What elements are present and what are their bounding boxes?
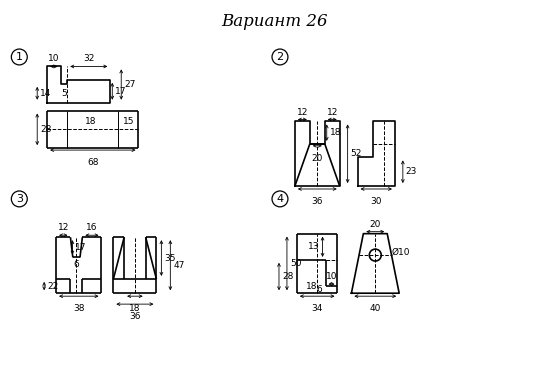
Text: 20: 20 <box>312 154 323 163</box>
Text: 2: 2 <box>277 52 284 62</box>
Text: 18: 18 <box>85 117 97 126</box>
Text: 28: 28 <box>282 272 293 281</box>
Text: 6: 6 <box>317 285 322 294</box>
Text: 36: 36 <box>311 197 323 206</box>
Text: 34: 34 <box>311 304 323 313</box>
Text: 52: 52 <box>350 149 362 158</box>
Text: 5: 5 <box>61 89 67 98</box>
Text: Вариант 26: Вариант 26 <box>222 13 328 30</box>
Text: 23: 23 <box>406 167 417 176</box>
Text: 22: 22 <box>47 282 58 291</box>
Text: 18: 18 <box>329 128 341 137</box>
Text: 32: 32 <box>83 55 95 64</box>
Text: 13: 13 <box>308 242 320 251</box>
Text: 15: 15 <box>123 117 134 126</box>
Text: 18: 18 <box>305 282 317 291</box>
Text: 20: 20 <box>370 220 381 229</box>
Text: 38: 38 <box>73 304 85 313</box>
Text: 68: 68 <box>87 158 98 167</box>
Text: Ø10: Ø10 <box>391 248 410 257</box>
Text: 6: 6 <box>74 260 79 269</box>
Text: 3: 3 <box>16 194 23 204</box>
Text: 28: 28 <box>40 125 52 134</box>
Text: 30: 30 <box>371 197 382 206</box>
Text: 12: 12 <box>58 223 69 232</box>
Text: 36: 36 <box>129 312 141 321</box>
Text: 14: 14 <box>40 89 52 98</box>
Text: 1: 1 <box>16 52 23 62</box>
Text: 47: 47 <box>173 261 185 270</box>
Text: 12: 12 <box>327 108 338 117</box>
Text: 10: 10 <box>326 272 337 281</box>
Text: 4: 4 <box>277 194 284 204</box>
Text: 16: 16 <box>86 223 98 232</box>
Text: 18: 18 <box>129 304 141 313</box>
Text: 17: 17 <box>75 243 87 252</box>
Text: 40: 40 <box>370 304 381 313</box>
Text: 35: 35 <box>164 254 176 263</box>
Text: 27: 27 <box>124 80 136 89</box>
Text: 17: 17 <box>116 87 127 96</box>
Text: 50: 50 <box>290 259 301 268</box>
Text: 10: 10 <box>48 55 59 64</box>
Text: 12: 12 <box>296 108 308 117</box>
